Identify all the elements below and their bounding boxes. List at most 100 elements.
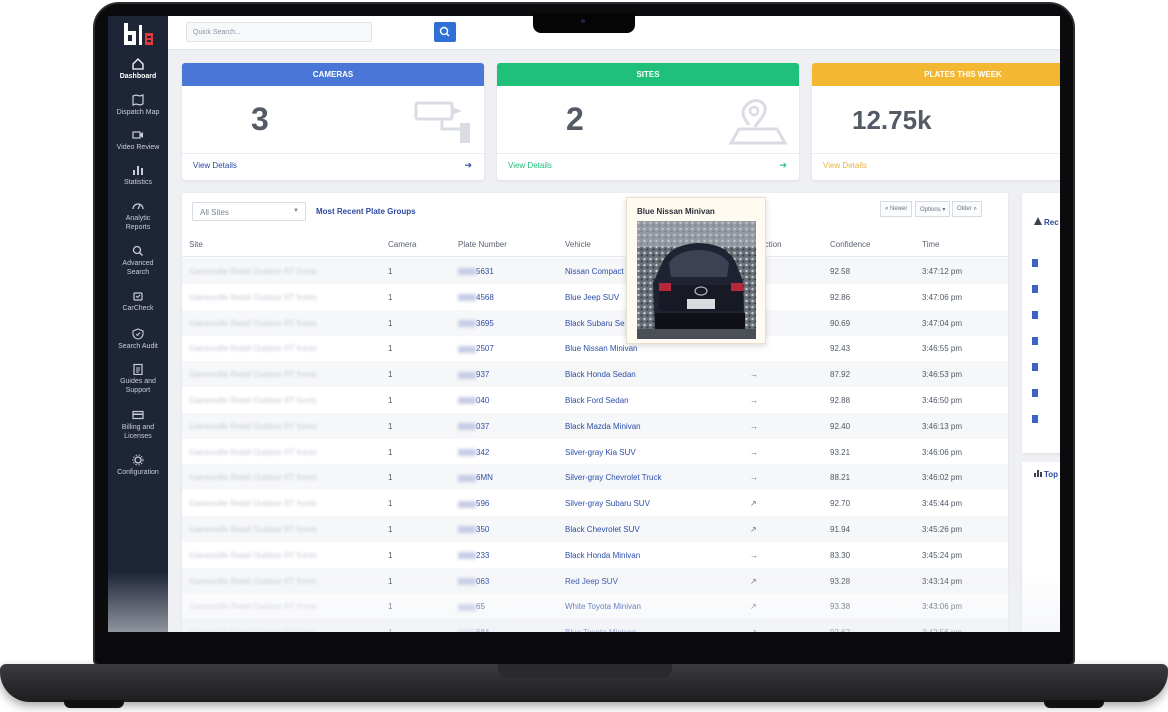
sidebar-item-analytic-reports[interactable]: Analytic Reports: [108, 200, 168, 232]
cell-vehicle[interactable]: Blue Nissan Minivan: [565, 344, 638, 354]
table-row[interactable]: Gainesville Retail Outdoor RT fronts 1 6MN…: [182, 464, 1008, 491]
cell-site: Gainesville Retail Outdoor RT fronts: [189, 421, 317, 431]
redacted-plate-prefix: [458, 526, 476, 534]
sidebar-item-dispatch-map[interactable]: Dispatch Map: [108, 94, 168, 117]
cell-vehicle[interactable]: Silver-gray Chevrolet Truck: [565, 473, 662, 483]
cell-vehicle[interactable]: Black Honda Minivan: [565, 550, 641, 560]
redacted-plate-prefix: [458, 448, 476, 456]
cell-plate: 6MN: [458, 473, 493, 482]
search-input[interactable]: Quick Search...: [186, 22, 372, 42]
search-icon: [439, 26, 450, 37]
bookmark-icon[interactable]: [1032, 311, 1038, 319]
vehicle-preview-popup: Blue Nissan Minivan: [626, 197, 766, 344]
column-header-confidence[interactable]: Confidence: [830, 240, 871, 249]
view-details-link[interactable]: View Details: [193, 161, 237, 170]
bookmark-icon[interactable]: [1032, 389, 1038, 397]
cell-dir: →: [750, 396, 758, 405]
plate-suffix: 233: [476, 550, 490, 560]
table-row[interactable]: Gainesville Retail Outdoor RT fronts 1 350…: [182, 516, 1008, 542]
cell-vehicle[interactable]: Blue Jeep SUV: [565, 292, 620, 302]
cell-vehicle[interactable]: Black Subaru Se: [565, 318, 625, 328]
table-row[interactable]: Gainesville Retail Outdoor RT fronts 1 037…: [182, 412, 1008, 439]
most-recent-plate-groups-link[interactable]: Most Recent Plate Groups: [316, 207, 416, 216]
plate-suffix: 596: [476, 499, 490, 509]
bookmark-icon[interactable]: [1032, 337, 1038, 345]
table-row[interactable]: Gainesville Retail Outdoor RT fronts 1 563…: [182, 258, 1008, 284]
sidebar-item-billing-licenses[interactable]: Billing and Licenses: [108, 409, 168, 441]
cell-time: 3:46:02 pm: [922, 473, 963, 483]
table-row[interactable]: Gainesville Retail Outdoor RT fronts 1 250…: [182, 335, 1008, 361]
bookmark-icon[interactable]: [1032, 285, 1038, 293]
cell-time: 3:47:04 pm: [922, 318, 963, 328]
cell-vehicle[interactable]: Black Ford Sedan: [565, 396, 629, 405]
table-row[interactable]: Gainesville Retail Outdoor RT fronts 1 456…: [182, 284, 1008, 310]
column-header-time[interactable]: Time: [922, 240, 940, 249]
older-button[interactable]: Older »: [952, 201, 982, 217]
column-header-camera[interactable]: Camera: [388, 240, 417, 249]
options-dropdown[interactable]: Options ▾: [915, 201, 951, 217]
cell-vehicle[interactable]: Black Chevrolet SUV: [565, 525, 640, 534]
view-details-link[interactable]: View Details: [508, 161, 552, 170]
table-row[interactable]: Gainesville Retail Outdoor RT fronts 1 596…: [182, 490, 1008, 516]
cell-vehicle[interactable]: Nissan Compact: [565, 267, 624, 276]
sidebar-item-guides-support[interactable]: Guides and Support: [108, 363, 168, 395]
sidebar-item-statistics[interactable]: Statistics: [108, 164, 168, 187]
table-row[interactable]: Gainesville Retail Outdoor RT fronts 1 342…: [182, 439, 1008, 465]
plate-suffix: 040: [476, 396, 490, 405]
map-pin-icon: [728, 99, 788, 145]
recent-panel: Rec: [1022, 193, 1060, 453]
map-icon: [132, 94, 144, 106]
redacted-plate-prefix: [458, 474, 476, 482]
cell-site: Gainesville Retail Outdoor RT fronts: [189, 267, 317, 276]
search-button[interactable]: [434, 22, 456, 42]
cell-site: Gainesville Retail Outdoor RT fronts: [189, 473, 317, 483]
cell-plate: 233: [458, 551, 489, 560]
cell-vehicle[interactable]: Silver-gray Kia SUV: [565, 447, 636, 457]
bookmark-icon[interactable]: [1032, 259, 1038, 267]
cell-plate: 342: [458, 448, 489, 457]
view-details-link[interactable]: View Details: [823, 161, 867, 170]
cell-camera: 1: [388, 292, 393, 302]
cell-time: 3:47:06 pm: [922, 292, 963, 302]
card-value: 3: [251, 101, 269, 137]
newer-button[interactable]: « Newer: [880, 201, 913, 217]
plates-this-week-card: PLATES THIS WEEK 12.75k View Details: [812, 63, 1060, 180]
sidebar-item-advanced-search[interactable]: Advanced Search: [108, 245, 168, 277]
cell-vehicle[interactable]: Silver-gray Subaru SUV: [565, 499, 650, 509]
sidebar-item-carcheck[interactable]: CarCheck: [108, 290, 168, 313]
table-row[interactable]: Gainesville Retail Outdoor RT fronts 1 369…: [182, 309, 1008, 336]
column-header-site[interactable]: Site: [189, 240, 203, 249]
redacted-plate-prefix: [458, 294, 476, 302]
redacted-plate-prefix: [458, 423, 476, 431]
table-row[interactable]: Gainesville Retail Outdoor RT fronts 1 040…: [182, 387, 1008, 413]
cell-dir: →: [750, 550, 758, 560]
cell-vehicle[interactable]: Black Mazda Minivan: [565, 421, 641, 431]
column-header-vehicle[interactable]: Vehicle: [565, 240, 591, 249]
sidebar-item-video-review[interactable]: Video Review: [108, 129, 168, 152]
cell-camera: 1: [388, 396, 393, 405]
table-row[interactable]: Gainesville Retail Outdoor RT fronts 1 937…: [182, 361, 1008, 388]
cell-plate: 037: [458, 422, 489, 431]
sidebar-item-label: Advanced Search: [122, 260, 154, 276]
cell-dir: ↗: [750, 525, 757, 534]
cell-plate: 040: [458, 396, 489, 405]
cell-plate: 4568: [458, 293, 494, 302]
cell-confidence: 93.21: [830, 447, 851, 457]
cell-confidence: 87.92: [830, 370, 851, 380]
sidebar-item-search-audit[interactable]: Search Audit: [108, 328, 168, 351]
bookmark-icon[interactable]: [1032, 363, 1038, 371]
sidebar-item-label: Guides and Support: [120, 378, 156, 394]
card-title: CAMERAS: [182, 63, 484, 86]
sidebar-item-configuration[interactable]: Configuration: [108, 454, 168, 477]
cell-time: 3:45:24 pm: [922, 550, 963, 560]
arrow-circle-icon[interactable]: ➔: [779, 160, 787, 170]
column-header-plate[interactable]: Plate Number: [458, 240, 507, 249]
table-row[interactable]: Gainesville Retail Outdoor RT fronts 1 233…: [182, 542, 1008, 568]
sidebar-item-label: Configuration: [117, 469, 159, 476]
gear-icon: [132, 454, 144, 466]
bookmark-icon[interactable]: [1032, 415, 1038, 423]
sidebar-item-dashboard[interactable]: Dashboard: [108, 58, 168, 81]
cell-vehicle[interactable]: Black Honda Sedan: [565, 370, 636, 380]
site-filter-select[interactable]: All Sites ▼: [192, 202, 306, 221]
arrow-circle-icon[interactable]: ➔: [464, 160, 472, 170]
